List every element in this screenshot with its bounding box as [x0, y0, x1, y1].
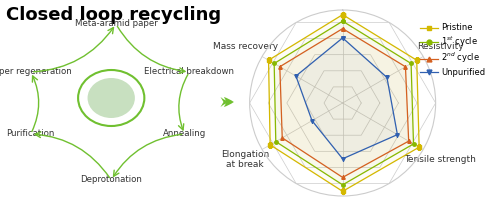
Text: Meta-aramid paper: Meta-aramid paper: [74, 20, 157, 28]
Text: Annealing: Annealing: [163, 130, 206, 138]
Circle shape: [88, 78, 135, 118]
Text: Purification: Purification: [6, 130, 55, 138]
Legend: Pristine, 1$^{st}$ cycle, 2$^{nd}$ cycle, Unpurified: Pristine, 1$^{st}$ cycle, 2$^{nd}$ cycle…: [417, 20, 489, 80]
Text: Paper regeneration: Paper regeneration: [0, 68, 72, 76]
Text: Deprotonation: Deprotonation: [80, 176, 142, 184]
Text: Closed loop recycling: Closed loop recycling: [6, 6, 221, 24]
Text: Electrical breakdown: Electrical breakdown: [144, 68, 234, 76]
